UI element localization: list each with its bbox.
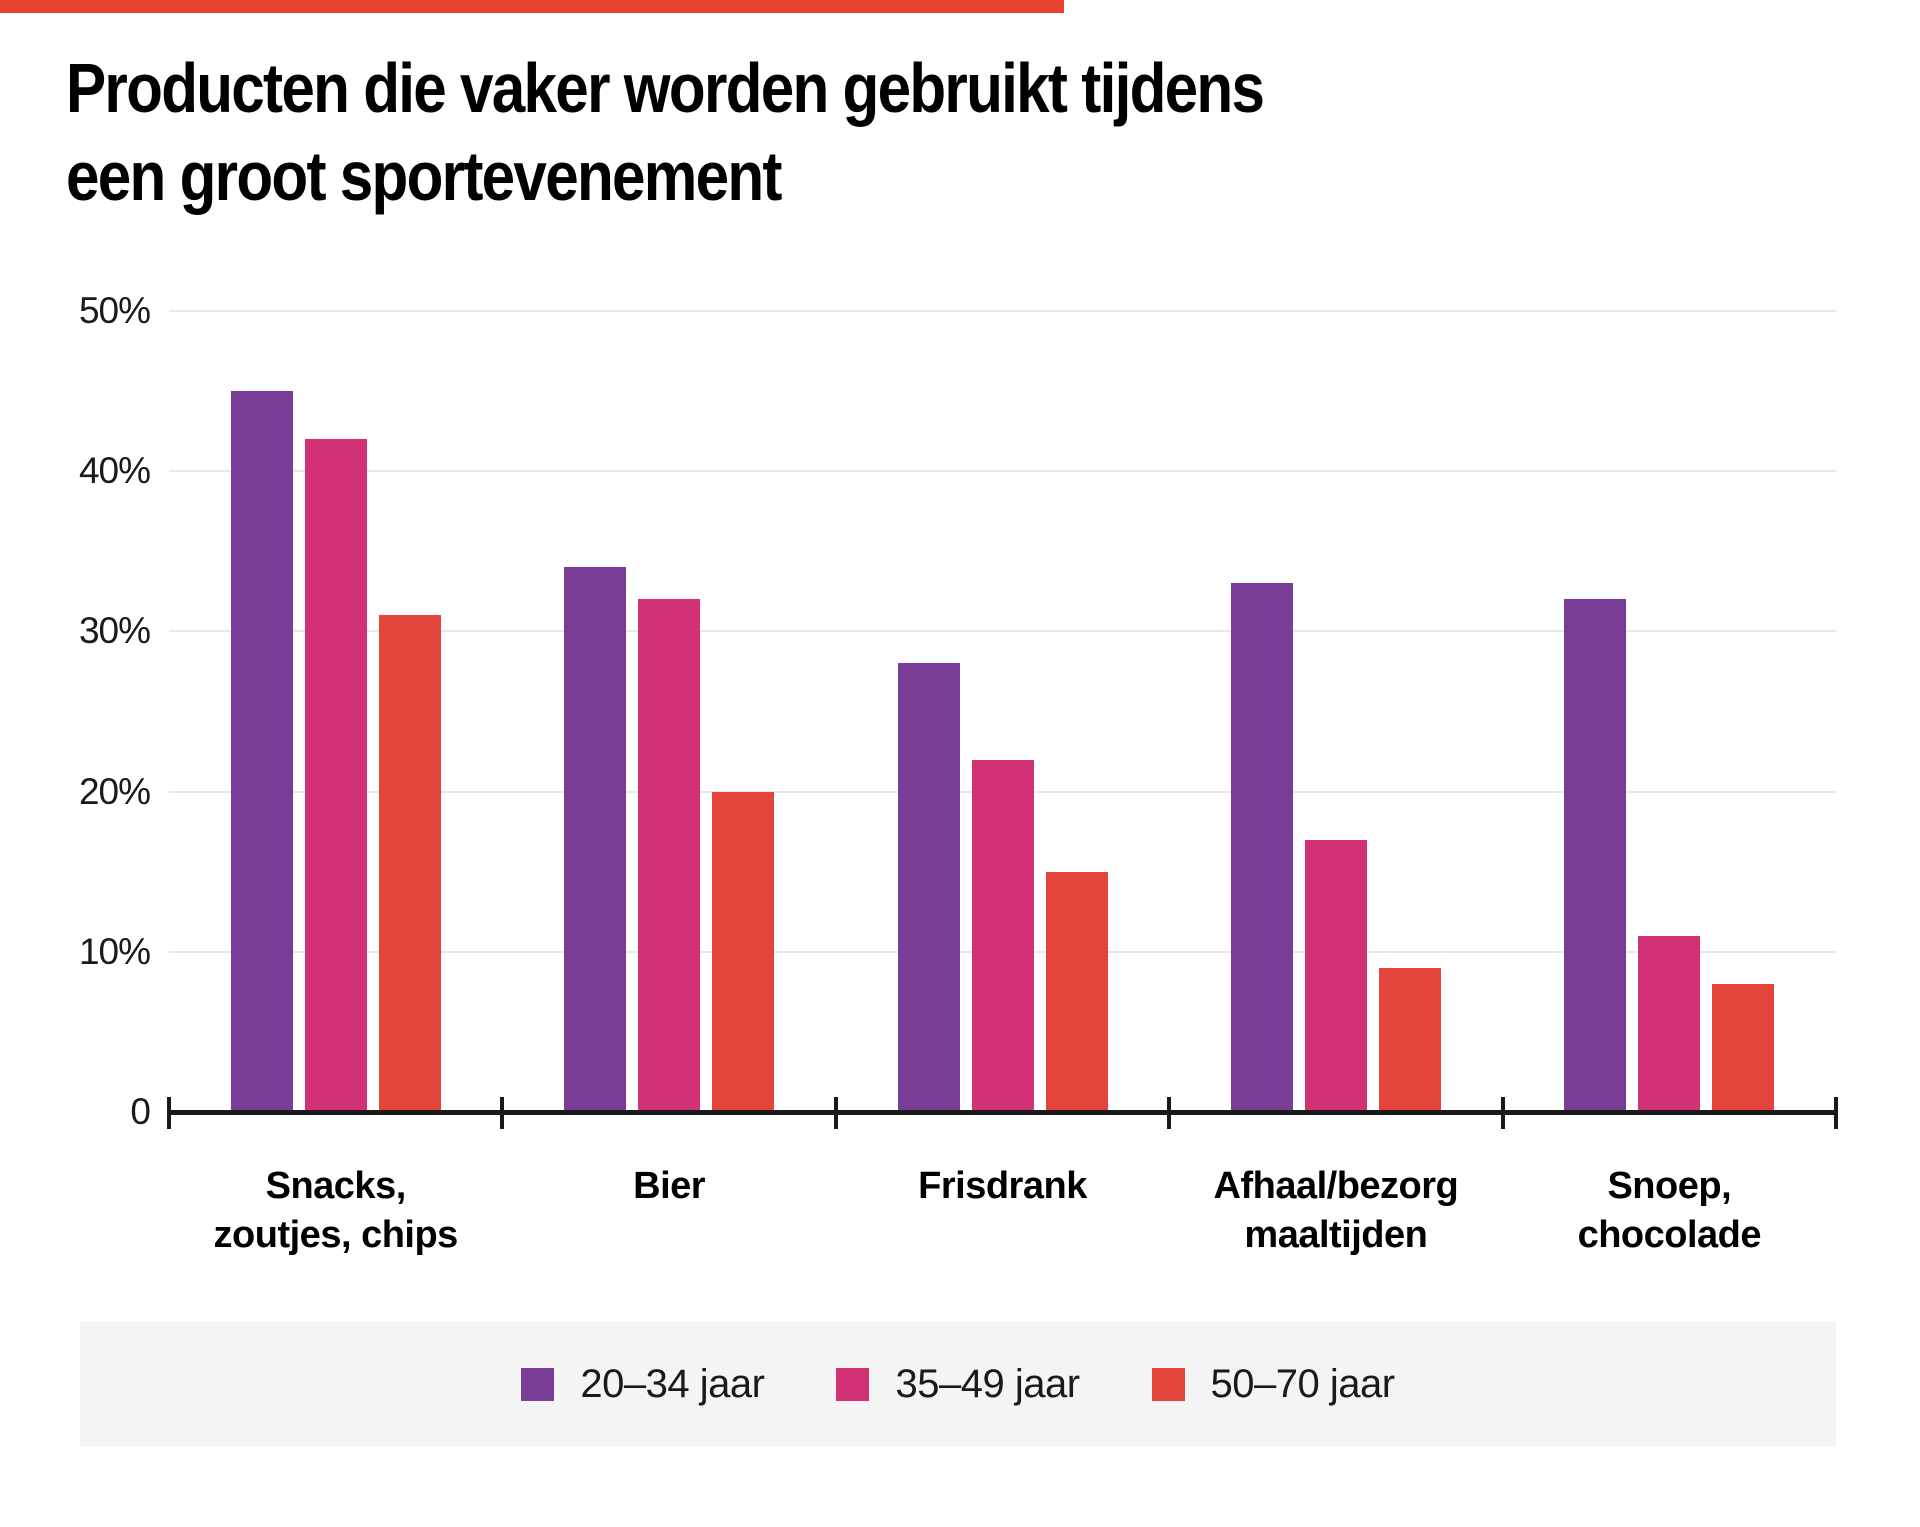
category-label-line: Frisdrank	[918, 1165, 1087, 1207]
chart-title-line-2: een groot sportevenement	[66, 137, 782, 215]
category-label-1: Snacks, zoutjes, chips	[146, 1162, 526, 1260]
legend-swatch-icon	[836, 1367, 870, 1401]
bar-series-1-cat-3	[897, 663, 960, 1112]
bar-series-2-cat-5	[1638, 935, 1701, 1112]
category-label-line: Afhaal/bezorg	[1213, 1165, 1459, 1207]
x-axis-tick-0	[167, 1097, 171, 1129]
legend-swatch-icon	[1151, 1367, 1185, 1401]
category-label-5: Snoep, chocolade	[1479, 1162, 1859, 1260]
bar-series-1-cat-1	[230, 391, 293, 1112]
bar-series-2-cat-2	[638, 599, 701, 1112]
x-axis-tick-5	[1834, 1097, 1838, 1129]
bar-series-3-cat-2	[712, 791, 775, 1112]
bar-series-1-cat-2	[564, 567, 627, 1112]
category-label-4: Afhaal/bezorg maaltijden	[1146, 1162, 1526, 1260]
category-label-line: chocolade	[1577, 1214, 1762, 1256]
y-axis-label-30: 30%	[78, 610, 151, 652]
legend-label: 20–34 jaar	[580, 1361, 765, 1406]
bar-series-2-cat-1	[304, 439, 367, 1112]
bar-series-1-cat-5	[1564, 599, 1627, 1112]
legend-swatch-icon	[521, 1367, 555, 1401]
x-axis-tick-4	[1500, 1097, 1505, 1129]
x-axis-tick-3	[1167, 1097, 1172, 1129]
bar-series-2-cat-3	[971, 759, 1034, 1112]
chart-title: Producten die vaker worden gebruikt tijd…	[66, 44, 1265, 220]
category-label-line: zoutjes, chips	[213, 1214, 459, 1256]
chart-title-line-1: Producten die vaker worden gebruikt tijd…	[66, 49, 1265, 127]
category-label-2: Bier	[479, 1162, 859, 1211]
y-axis-label-40: 40%	[78, 450, 151, 492]
category-label-line: Snoep,	[1607, 1165, 1732, 1207]
bar-series-1-cat-4	[1230, 583, 1293, 1112]
x-axis-tick-1	[500, 1097, 505, 1129]
chart-legend: 20–34 jaar 35–49 jaar 50–70 jaar	[80, 1322, 1836, 1446]
legend-item-1: 20–34 jaar	[521, 1361, 765, 1407]
gridline-30	[169, 630, 1836, 633]
bar-series-2-cat-4	[1304, 839, 1367, 1112]
gridline-50	[169, 310, 1836, 312]
x-axis-tick-2	[833, 1097, 838, 1129]
legend-item-3: 50–70 jaar	[1151, 1361, 1396, 1407]
category-label-line: maaltijden	[1244, 1214, 1428, 1256]
legend-label: 35–49 jaar	[895, 1361, 1080, 1406]
category-label-3: Frisdrank	[813, 1162, 1193, 1211]
bar-series-3-cat-4	[1378, 967, 1441, 1112]
legend-item-2: 35–49 jaar	[836, 1361, 1080, 1407]
y-axis-label-50: 50%	[78, 290, 151, 331]
x-axis-line	[167, 1110, 1838, 1115]
bar-series-3-cat-1	[378, 615, 441, 1112]
gridline-40	[169, 470, 1836, 473]
y-axis-label-10: 10%	[78, 930, 151, 972]
bar-series-3-cat-5	[1712, 983, 1775, 1112]
y-axis-label-0: 0	[130, 1091, 151, 1132]
bar-series-3-cat-3	[1045, 871, 1108, 1112]
y-axis-label-20: 20%	[78, 770, 151, 812]
category-label-line: Bier	[633, 1165, 706, 1207]
top-accent-bar	[0, 0, 1064, 13]
category-label-line: Snacks,	[265, 1165, 407, 1207]
legend-label: 50–70 jaar	[1210, 1361, 1396, 1406]
